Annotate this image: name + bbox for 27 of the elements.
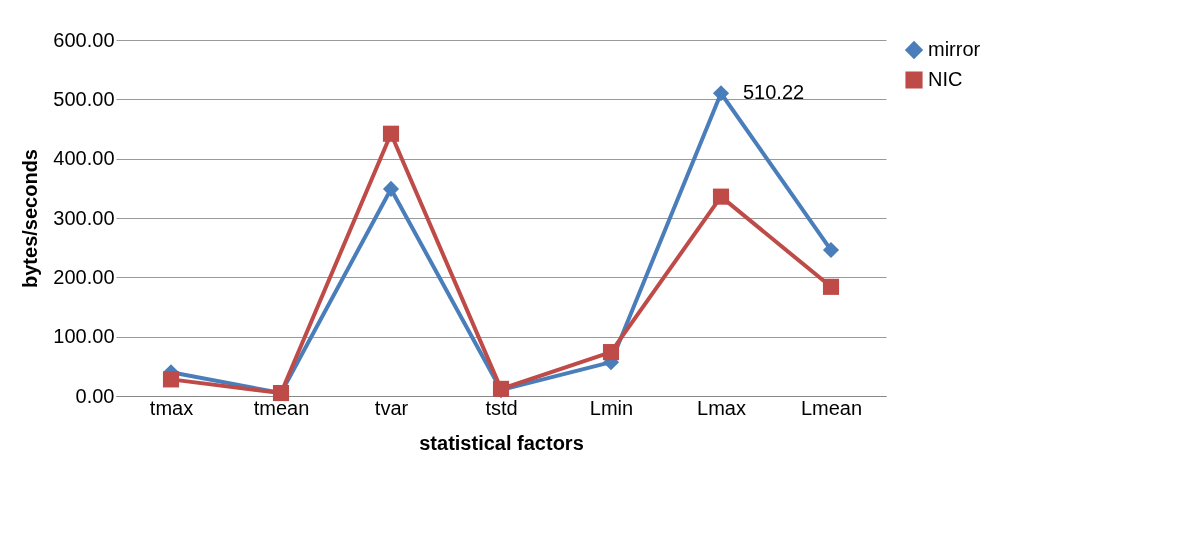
y-tick-label: 500.00 <box>53 87 115 110</box>
point <box>162 371 180 388</box>
point <box>382 180 400 197</box>
y-tick-label: 600.00 <box>53 28 115 51</box>
y-tick-label: 200.00 <box>53 265 115 288</box>
annotation: 510.22 <box>743 81 805 104</box>
y-axis-title: bytes/seconds <box>19 149 42 288</box>
x-tick-label: tmax <box>149 396 194 419</box>
point <box>712 85 730 102</box>
x-axis-title: statistical factors <box>419 431 584 454</box>
point <box>602 344 620 361</box>
x-tick-label: Lmax <box>697 396 746 419</box>
x-tick-label: Lmean <box>800 396 863 419</box>
y-tick-label: 300.00 <box>53 206 115 229</box>
point <box>712 188 730 205</box>
y-tick-label: 0.00 <box>75 384 115 407</box>
x-tick-label: tmean <box>253 396 310 419</box>
legend-label: NIC <box>928 68 963 90</box>
legend-label: mirror <box>928 38 981 60</box>
y-tick-label: 400.00 <box>53 147 115 170</box>
y-tick-label: 100.00 <box>53 325 115 348</box>
point <box>822 241 840 259</box>
x-tick-label: Lmin <box>589 396 634 419</box>
point <box>822 278 840 295</box>
x-tick-label: tstd <box>485 396 518 419</box>
point <box>382 125 400 142</box>
x-tick-label: tvar <box>374 396 409 419</box>
